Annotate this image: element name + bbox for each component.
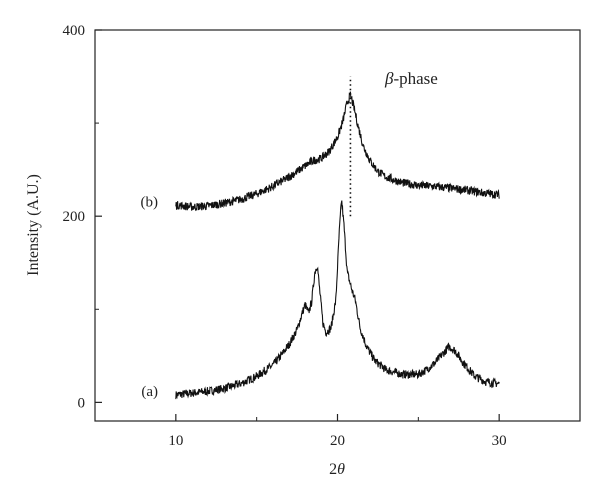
phase-text: -phase (393, 69, 437, 88)
series-line-b (175, 91, 500, 212)
beta-symbol: β (384, 69, 394, 88)
x-axis-title-base: 2 (329, 461, 337, 478)
series-label: (b) (141, 194, 159, 210)
annotation-group: β-phase (349, 69, 438, 217)
plot-frame (94, 29, 581, 422)
tick-labels: 10 20 30 0 200 400 (63, 23, 507, 449)
x-axis-title-symbol: θ (337, 461, 345, 478)
series-group: (a) (b) (141, 91, 500, 400)
axis-ticks (94, 29, 581, 421)
y-tick-label: 0 (78, 395, 86, 411)
y-tick-label: 400 (63, 23, 86, 39)
y-axis-title: Intensity (A.U.) (25, 174, 42, 276)
series-label: (a) (141, 384, 158, 400)
x-tick-label: 20 (330, 433, 345, 449)
y-tick-label: 200 (63, 209, 86, 225)
x-axis-title: 2θ (329, 461, 345, 478)
x-tick-label: 10 (168, 433, 183, 449)
beta-phase-annotation: β-phase (384, 69, 438, 88)
series-line-a (175, 200, 500, 400)
x-tick-label: 30 (492, 433, 507, 449)
